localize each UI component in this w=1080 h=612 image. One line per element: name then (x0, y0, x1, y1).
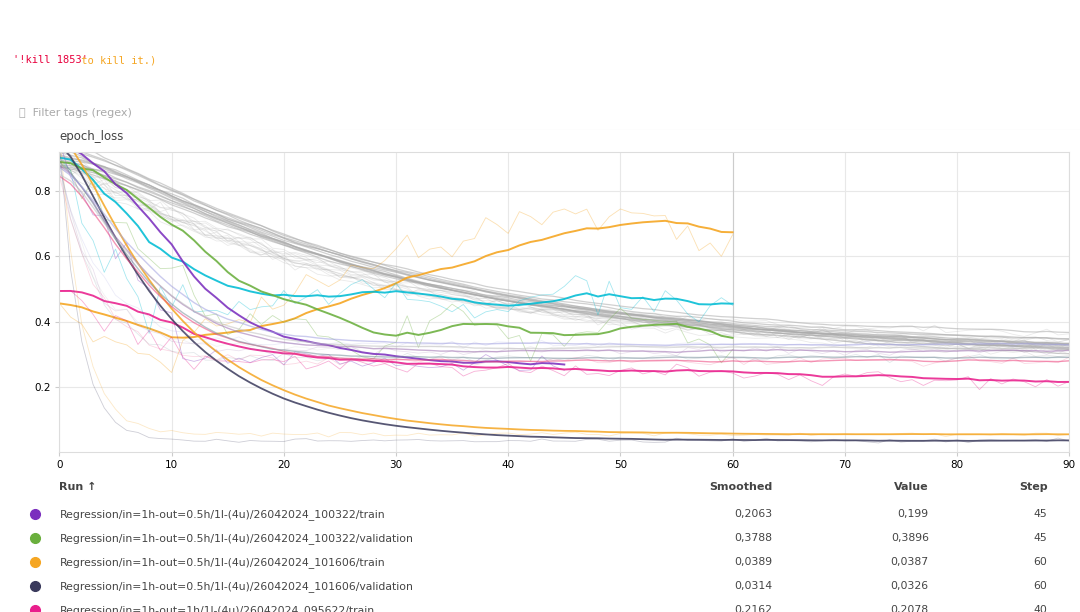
Text: '!kill 1853': '!kill 1853' (13, 55, 87, 65)
Text: 45: 45 (1034, 509, 1048, 520)
Text: Regression/in=1h-out=0.5h/1l-(4u)/26042024_101606/train: Regression/in=1h-out=0.5h/1l-(4u)/260420… (59, 557, 386, 568)
Text: Regression/in=1h-out=0.5h/1l-(4u)/26042024_100322/train: Regression/in=1h-out=0.5h/1l-(4u)/260420… (59, 509, 386, 520)
Text: 0,2063: 0,2063 (734, 509, 772, 520)
Text: Step: Step (1018, 482, 1048, 492)
Text: 0,0387: 0,0387 (891, 558, 929, 567)
Text: 0,199: 0,199 (897, 509, 929, 520)
Text: 0,2078: 0,2078 (891, 605, 929, 612)
Text: Value: Value (894, 482, 929, 492)
Text: 0,3896: 0,3896 (891, 534, 929, 543)
Text: 40: 40 (1034, 605, 1048, 612)
Text: Run ↑: Run ↑ (59, 482, 97, 492)
Text: 60: 60 (1034, 558, 1048, 567)
Text: 60: 60 (1034, 581, 1048, 591)
Text: 0,0389: 0,0389 (734, 558, 772, 567)
Text: 45: 45 (1034, 534, 1048, 543)
Text: 0,3788: 0,3788 (734, 534, 772, 543)
Text: 0,2162: 0,2162 (734, 605, 772, 612)
Text: Regression/in=1h-out=0.5h/1l-(4u)/26042024_101606/validation: Regression/in=1h-out=0.5h/1l-(4u)/260420… (59, 581, 414, 592)
Text: 🔍  Filter tags (regex): 🔍 Filter tags (regex) (19, 108, 133, 118)
Text: Smoothed: Smoothed (708, 482, 772, 492)
Text: to kill it.): to kill it.) (76, 55, 157, 65)
Text: 0,0314: 0,0314 (734, 581, 772, 591)
Text: Regression/in=1h-out=1h/1l-(4u)/26042024_095622/train: Regression/in=1h-out=1h/1l-(4u)/26042024… (59, 605, 375, 612)
Text: 0,0326: 0,0326 (891, 581, 929, 591)
Text: epoch_loss: epoch_loss (59, 130, 124, 143)
Text: Regression/in=1h-out=0.5h/1l-(4u)/26042024_100322/validation: Regression/in=1h-out=0.5h/1l-(4u)/260420… (59, 533, 414, 544)
